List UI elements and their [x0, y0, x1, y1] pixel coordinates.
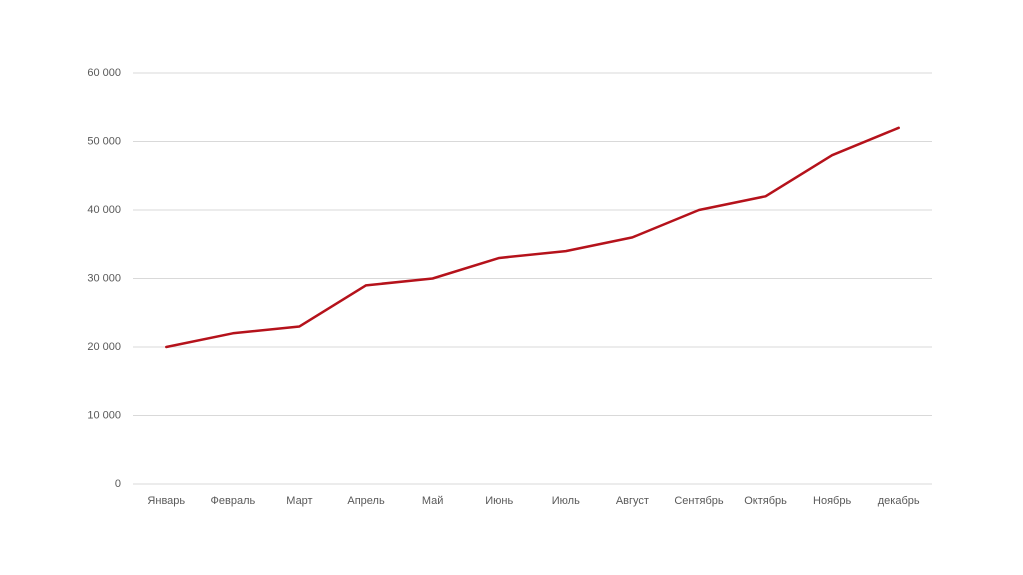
x-tick-label: Февраль	[211, 495, 256, 507]
x-tick-label: декабрь	[878, 495, 920, 507]
x-tick-label: Январь	[147, 495, 185, 507]
y-tick-label: 40 000	[87, 204, 121, 216]
y-tick-label: 50 000	[87, 135, 121, 147]
x-tick-label: Май	[422, 495, 444, 507]
y-tick-label: 60 000	[87, 67, 121, 79]
y-tick-label: 20 000	[87, 341, 121, 353]
x-tick-label: Ноябрь	[813, 495, 851, 507]
y-tick-label: 10 000	[87, 409, 121, 421]
y-tick-label: 30 000	[87, 272, 121, 284]
data-line	[165, 126, 900, 349]
x-tick-label: Июль	[552, 495, 580, 507]
x-tick-label: Апрель	[347, 495, 385, 507]
x-tick-label: Июнь	[485, 495, 513, 507]
x-tick-label: Март	[286, 495, 312, 507]
x-tick-label: Август	[616, 495, 649, 507]
x-tick-label: Октябрь	[744, 495, 787, 507]
x-tick-label: Сентябрь	[674, 495, 724, 507]
y-tick-label: 0	[115, 478, 121, 490]
